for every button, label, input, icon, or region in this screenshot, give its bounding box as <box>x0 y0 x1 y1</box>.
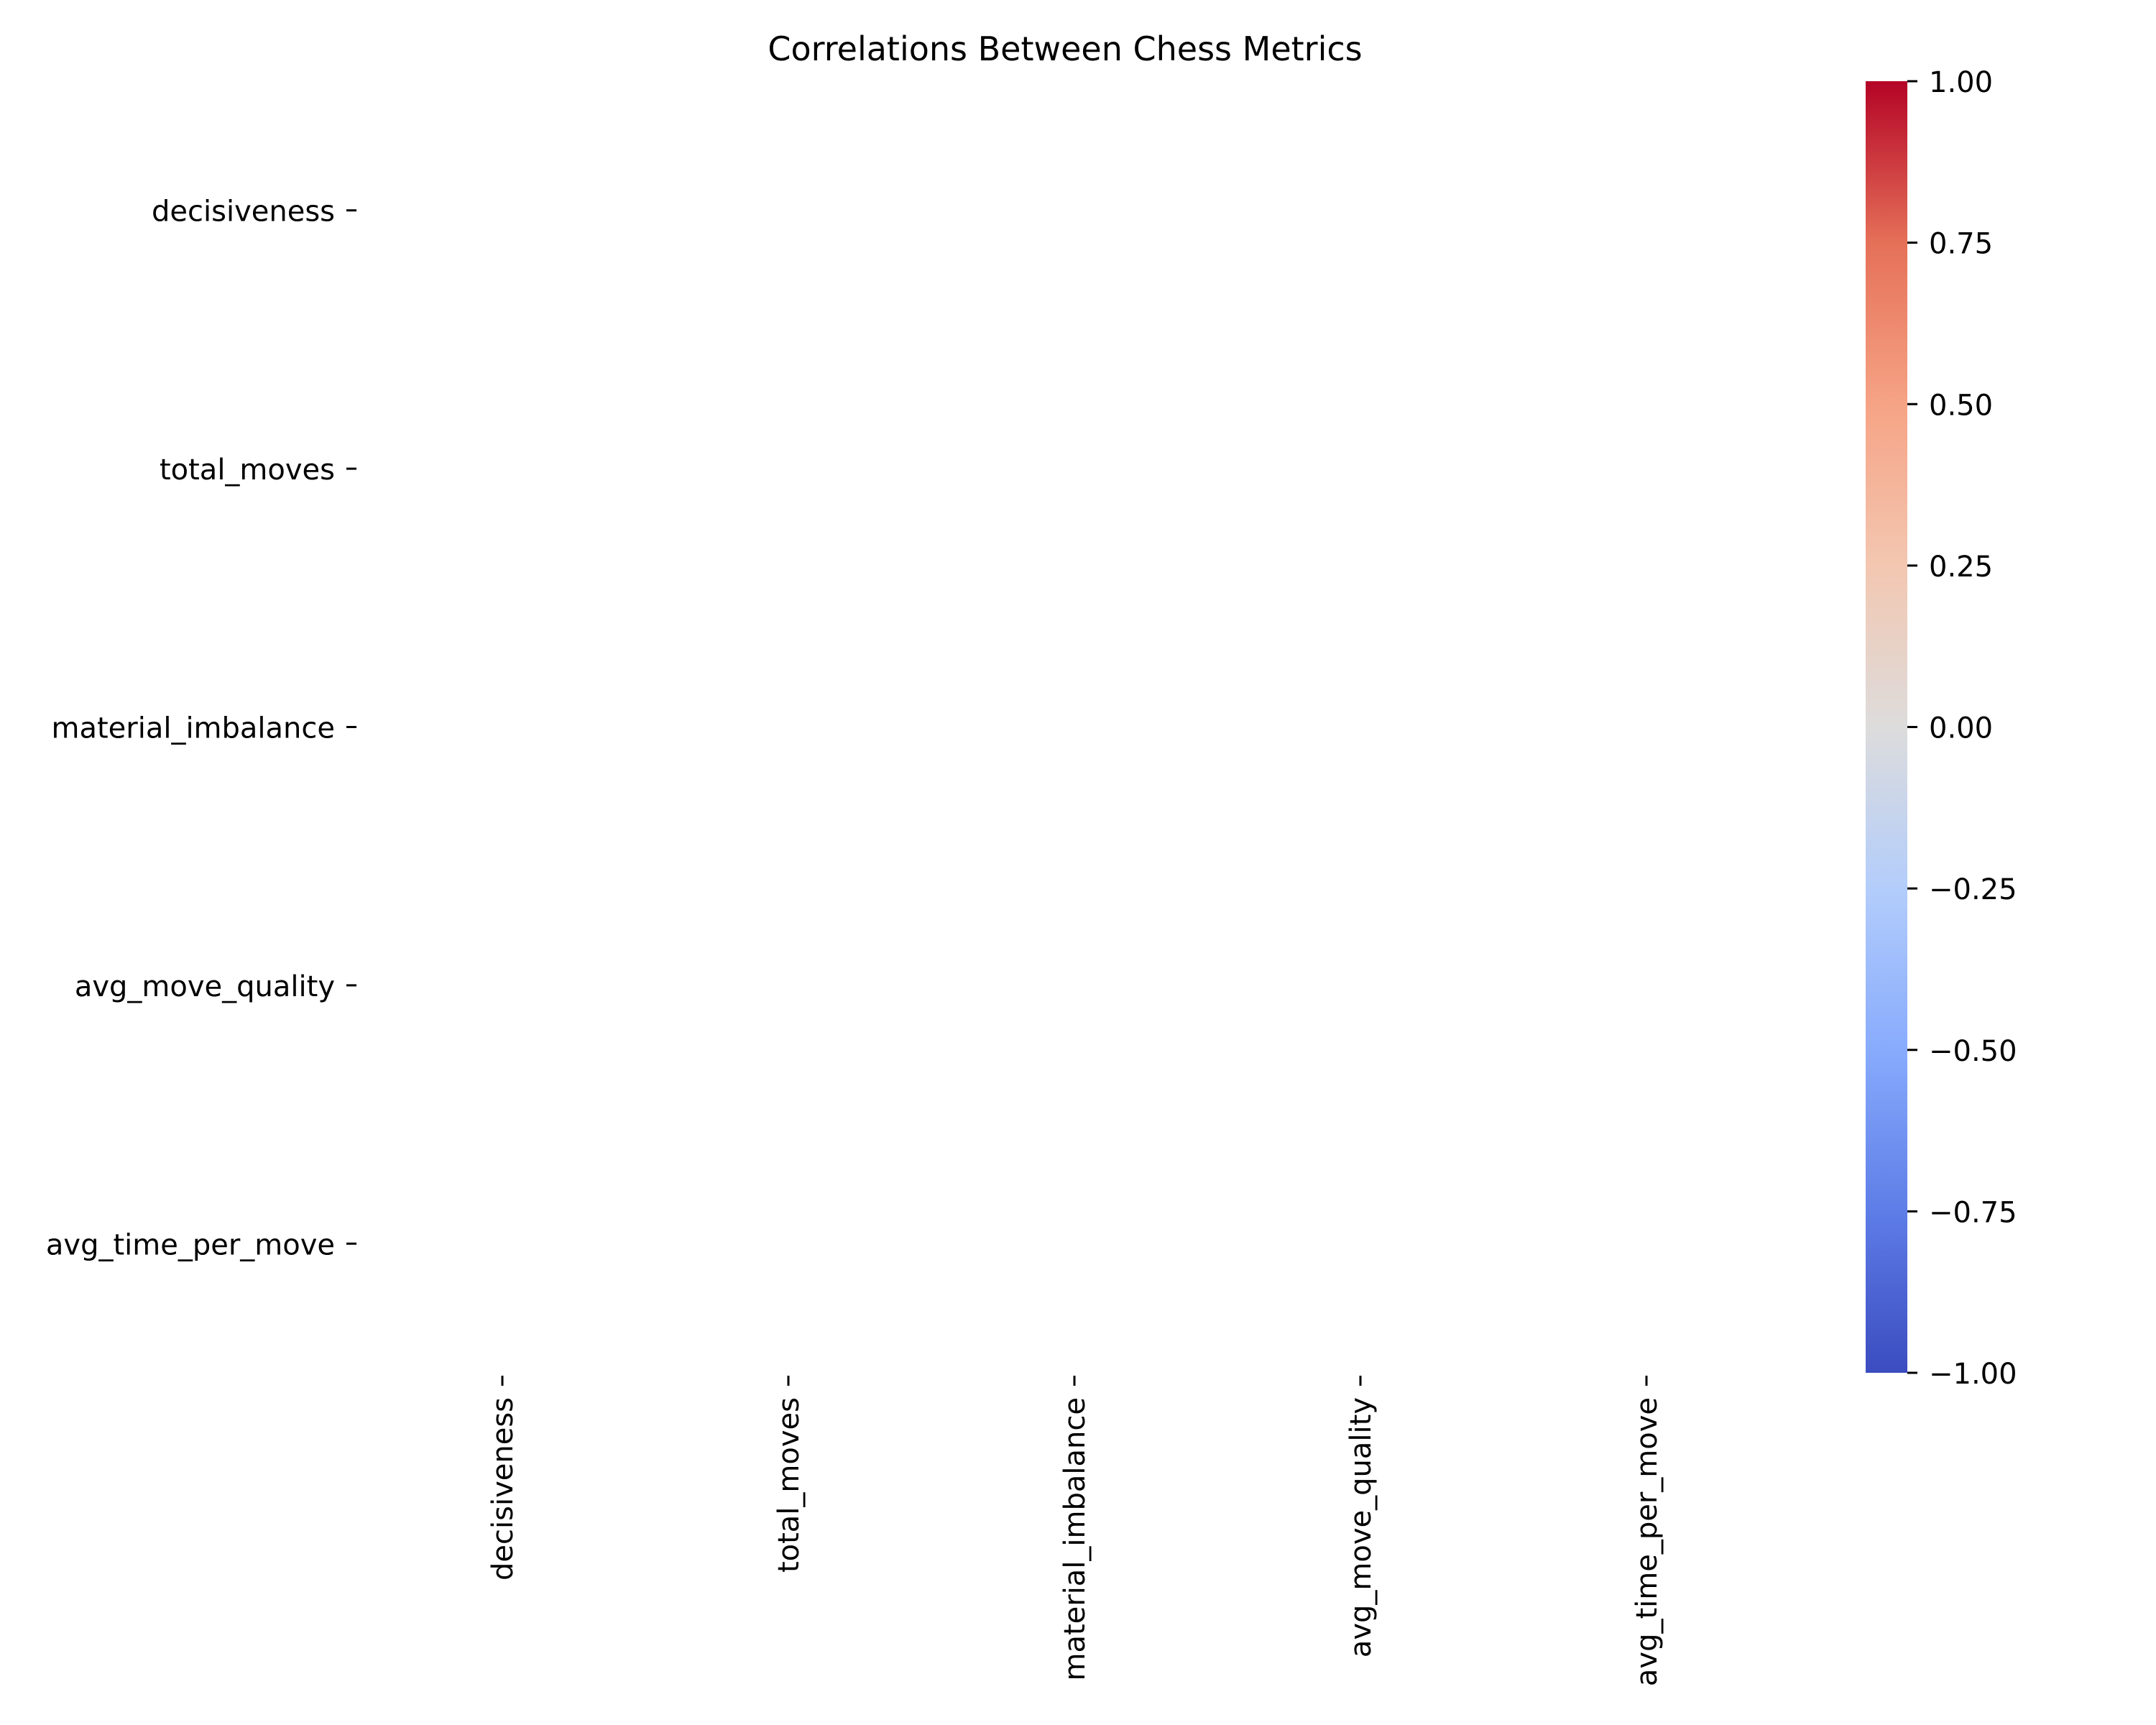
x-axis: decisiveness total_moves material_imbalanc… <box>487 1376 1664 1686</box>
colorbar-tick-label: −1.00 <box>1929 1358 2017 1391</box>
colorbar-tick-label: −0.25 <box>1929 873 2017 906</box>
colorbar-tick-label: 0.50 <box>1929 389 1993 422</box>
colorbar-axis: 1.00 0.75 0.50 0.25 0.00 −0.25 −0.50 −0.75 −1.00 <box>1907 66 2017 1391</box>
heatmap-cell <box>1217 856 1503 1114</box>
heatmap-cell <box>931 856 1217 1114</box>
heatmap-cell <box>645 856 931 1114</box>
y-tick-label: decisiveness <box>152 196 335 229</box>
y-axis: decisiveness total_moves material_imbalanc… <box>46 196 356 1261</box>
colorbar-tick-label: 1.00 <box>1929 66 1993 99</box>
y-tick-label: avg_time_per_move <box>46 1228 335 1261</box>
heatmap-cell <box>1217 598 1503 856</box>
x-tick-label: material_imbalance <box>1059 1397 1092 1681</box>
heatmap-cell <box>359 339 645 597</box>
heatmap-cell <box>1217 339 1503 597</box>
y-tick-label: material_imbalance <box>51 712 335 745</box>
x-tick-label: avg_move_quality <box>1345 1397 1378 1657</box>
heatmap-cell <box>1503 598 1789 856</box>
heatmap-cell <box>931 339 1217 597</box>
heatmap-cell <box>1217 1115 1503 1373</box>
heatmap-cell <box>931 1115 1217 1373</box>
colorbar-tick-label: 0.00 <box>1929 712 1993 745</box>
chart-title: Correlations Between Chess Metrics <box>768 29 1362 68</box>
heatmap-cell <box>1503 339 1789 597</box>
heatmap-cell <box>645 339 931 597</box>
y-tick-label: total_moves <box>160 454 335 487</box>
heatmap-cell <box>931 81 1217 339</box>
heatmap-cells <box>359 81 1789 1373</box>
colorbar-tick-label: 0.75 <box>1929 228 1993 261</box>
heatmap-cell <box>645 1115 931 1373</box>
heatmap-cell <box>1217 81 1503 339</box>
colorbar <box>1866 81 1907 1373</box>
heatmap-cell <box>359 1115 645 1373</box>
colorbar-tick-label: 0.25 <box>1929 551 1993 584</box>
heatmap-cell <box>359 81 645 339</box>
x-tick-label: decisiveness <box>487 1397 520 1581</box>
heatmap-cell <box>1503 81 1789 339</box>
x-tick-label: avg_time_per_move <box>1631 1397 1664 1686</box>
heatmap-cell <box>359 856 645 1114</box>
x-tick-label: total_moves <box>773 1397 806 1573</box>
colorbar-tick-label: −0.50 <box>1929 1035 2017 1068</box>
heatmap-cell <box>931 598 1217 856</box>
heatmap-cell <box>1503 1115 1789 1373</box>
heatmap-cell <box>359 598 645 856</box>
y-tick-label: avg_move_quality <box>75 970 335 1003</box>
colorbar-tick-label: −0.75 <box>1929 1196 2017 1229</box>
heatmap-cell <box>645 81 931 339</box>
heatmap-cell <box>645 598 931 856</box>
heatmap-cell <box>1503 856 1789 1114</box>
